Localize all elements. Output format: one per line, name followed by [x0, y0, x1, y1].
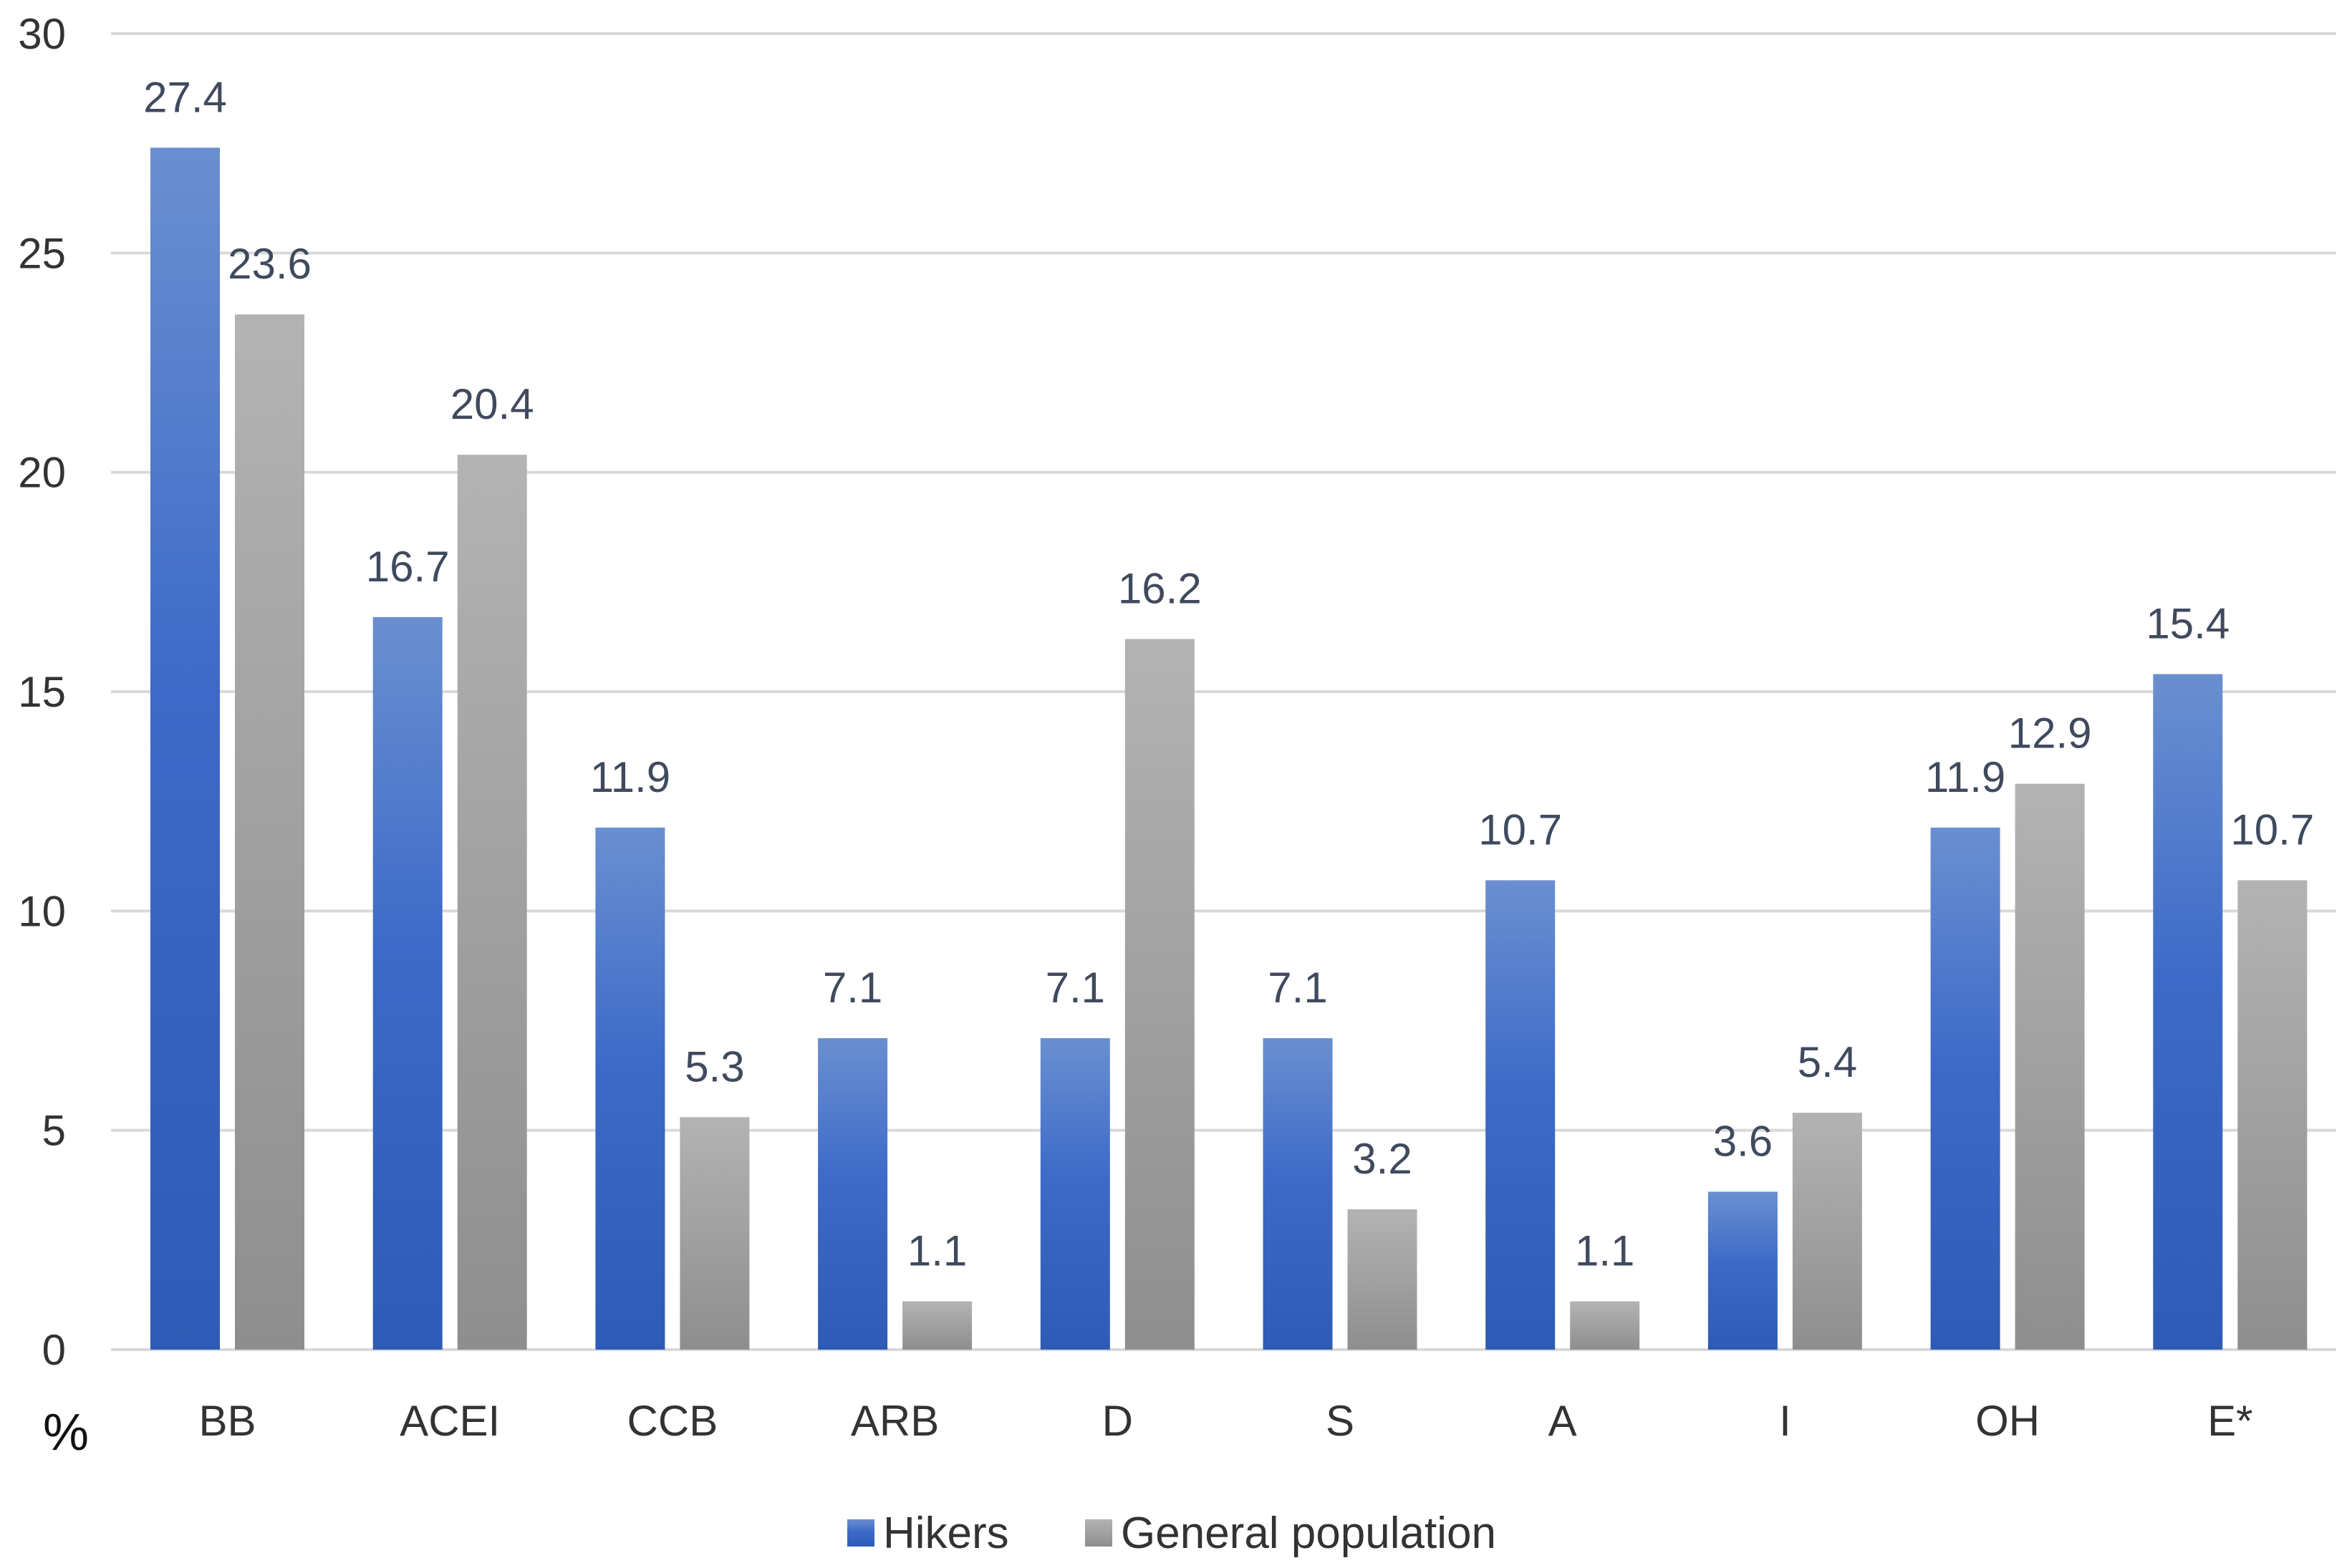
bar-hikers-a: [1485, 880, 1556, 1350]
x-axis-ticks: BB ACEI CCB ARB D S A I OH E*: [198, 1397, 2252, 1445]
data-label: 7.1: [823, 964, 882, 1012]
bar-general-population-bb: [235, 314, 304, 1350]
y-tick-label: 20: [18, 449, 66, 497]
x-tick-label: S: [1326, 1397, 1354, 1445]
y-tick-label: 0: [42, 1326, 66, 1374]
data-label: 7.1: [1268, 964, 1327, 1012]
legend-label: Hikers: [883, 1509, 1009, 1558]
bar-general-population-acei: [457, 455, 527, 1350]
bar-general-population-ccb: [680, 1117, 750, 1350]
y-axis-unit-label: %: [43, 1404, 89, 1461]
data-label: 16.2: [1118, 564, 1202, 612]
bar-hikers-bb: [150, 147, 220, 1350]
bar-hikers-oh: [1930, 827, 2000, 1350]
data-label: 1.1: [1575, 1227, 1634, 1275]
x-tick-label: CCB: [627, 1397, 718, 1445]
data-label: 12.9: [2008, 710, 2092, 758]
bar-general-population-oh: [2015, 783, 2085, 1350]
data-label: 20.4: [450, 380, 534, 428]
legend-swatch-general-population: [1085, 1519, 1112, 1547]
bar-hikers-acei: [372, 616, 443, 1350]
x-tick-label: ARB: [851, 1397, 939, 1445]
data-label: 3.6: [1713, 1117, 1773, 1165]
bar-hikers-i: [1707, 1191, 1778, 1350]
y-tick-label: 30: [18, 10, 66, 58]
legend: Hikers General population: [847, 1509, 1496, 1558]
x-tick-label: A: [1548, 1397, 1577, 1445]
bar-hikers-arb: [818, 1038, 888, 1350]
data-label: 10.7: [2230, 805, 2314, 853]
bar-general-population-s: [1347, 1209, 1417, 1350]
x-tick-label: I: [1779, 1397, 1791, 1445]
data-label: 3.2: [1352, 1135, 1412, 1183]
bar-hikers-ccb: [595, 827, 665, 1350]
data-label: 7.1: [1046, 964, 1105, 1012]
bar-general-population-arb: [902, 1301, 973, 1350]
x-tick-label: OH: [1975, 1397, 2040, 1445]
bar-hikers-d: [1040, 1038, 1110, 1350]
x-tick-label: BB: [198, 1397, 256, 1445]
bar-general-population-d: [1124, 639, 1195, 1350]
data-label: 5.3: [685, 1042, 744, 1090]
bar-general-population-estar: [2237, 880, 2308, 1350]
bar-hikers-s: [1263, 1038, 1333, 1350]
data-label: 10.7: [1478, 805, 1562, 853]
x-tick-label: D: [1102, 1397, 1133, 1445]
data-labels: 27.4 23.6 16.7 20.4 11.9 5.3 7.1 1.1 7.1 16.2 7.1 3…: [143, 73, 2314, 1274]
data-label: 15.4: [2146, 599, 2230, 647]
bar-general-population-i: [1792, 1113, 1862, 1350]
data-label: 11.9: [590, 753, 670, 801]
data-label: 11.9: [1925, 753, 2005, 801]
legend-label: General population: [1121, 1509, 1496, 1558]
data-label: 1.1: [907, 1227, 967, 1275]
legend-swatch-hikers: [847, 1519, 874, 1547]
x-tick-label: ACEI: [400, 1397, 500, 1445]
data-label: 27.4: [143, 73, 227, 121]
y-tick-label: 15: [18, 668, 66, 716]
y-axis-ticks: 0 5 10 15 20 25 30: [18, 10, 66, 1374]
gridlines: [111, 32, 2336, 1351]
data-label: 5.4: [1798, 1038, 1857, 1086]
x-tick-label: E*: [2207, 1397, 2252, 1445]
bars: [150, 147, 2308, 1350]
data-label: 16.7: [366, 543, 450, 591]
bar-hikers-estar: [2153, 674, 2223, 1350]
y-tick-label: 25: [18, 229, 66, 277]
data-label: 23.6: [228, 240, 312, 288]
bar-general-population-a: [1570, 1301, 1640, 1350]
y-tick-label: 5: [42, 1107, 66, 1155]
y-tick-label: 10: [18, 887, 66, 935]
